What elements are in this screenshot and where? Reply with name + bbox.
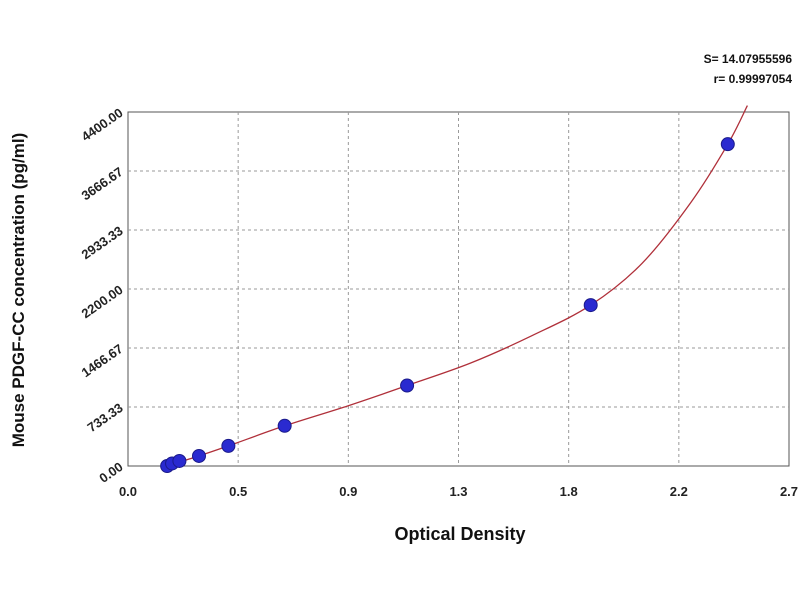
y-tick-labels: 0.00 733.33 1466.67 2200.00 2933.33 3666.67 44… [79,105,126,486]
y-tick-label: 2200.00 [79,282,126,321]
x-tick-label: 0.9 [339,484,357,499]
y-axis-label: Mouse PDGF-CC concentration (pg/ml) [9,132,28,448]
data-point [400,378,415,393]
x-tick-label: 0.0 [119,484,137,499]
x-axis-label: Optical Density [394,524,526,544]
y-tick-label: 4400.00 [79,105,126,144]
data-point [191,448,206,463]
x-tick-labels: 0.0 0.5 0.9 1.3 1.8 2.2 2.7 [119,484,798,499]
data-points [160,137,735,473]
x-tick-label: 0.5 [229,484,247,499]
x-tick-label: 1.3 [449,484,467,499]
data-point [221,438,236,453]
data-point [172,453,187,468]
stat-r: r= 0.99997054 [713,72,792,86]
x-tick-label: 2.7 [780,484,798,499]
stat-s: S= 14.07955596 [703,52,792,66]
data-point [583,298,598,313]
data-point [720,137,735,152]
x-tick-label: 2.2 [670,484,688,499]
y-tick-label: 733.33 [85,400,126,435]
y-tick-label: 0.00 [96,459,125,486]
y-tick-label: 2933.33 [79,223,126,262]
x-tick-label: 1.8 [560,484,578,499]
y-tick-label: 3666.67 [79,164,126,203]
y-tick-label: 1466.67 [79,341,126,380]
grid [128,112,789,466]
data-point [277,418,292,433]
